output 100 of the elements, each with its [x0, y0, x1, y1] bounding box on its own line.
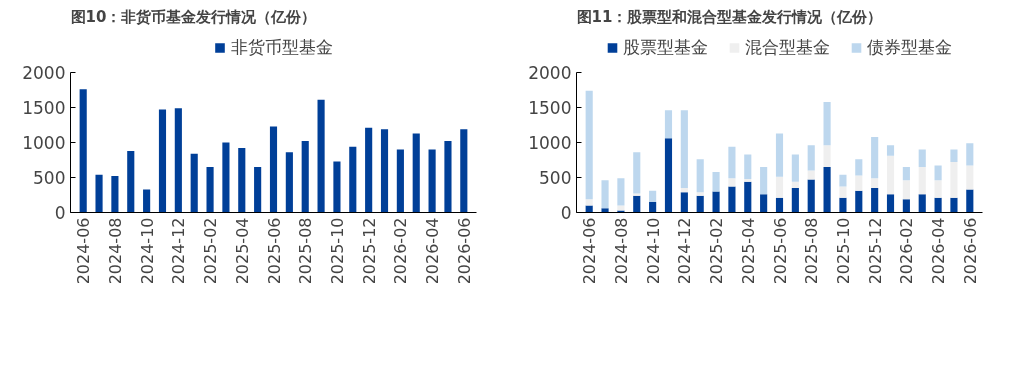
bar [696, 192, 704, 196]
bar [839, 174, 847, 187]
bar [317, 99, 325, 213]
legend-label: 债券型基金 [867, 35, 952, 59]
bar [633, 152, 641, 194]
bar [966, 189, 974, 213]
bar [760, 167, 768, 195]
x-tick-label: 2025-08 [296, 217, 316, 285]
bar [966, 143, 974, 166]
bar [775, 176, 784, 198]
legend-label: 股票型基金 [623, 35, 708, 59]
x-tick-label: 2025-06 [770, 217, 790, 285]
bar [174, 108, 182, 213]
bar [649, 202, 657, 213]
bar [871, 136, 879, 179]
bar [886, 155, 895, 195]
bar [633, 193, 641, 196]
bar [918, 194, 926, 213]
bar [839, 186, 847, 198]
bar [269, 126, 278, 213]
x-tick-label: 2024-10 [137, 217, 157, 285]
y-tick-label: 500 [33, 168, 66, 188]
bar [190, 153, 198, 213]
bar [744, 181, 752, 213]
bar [950, 149, 958, 163]
bar [333, 161, 341, 213]
bar [728, 186, 736, 213]
x-tick-label: 2025-02 [201, 217, 221, 285]
x-tick-label: 2026-02 [897, 217, 917, 285]
bar [855, 159, 863, 176]
x-tick-label: 2026-02 [391, 217, 411, 285]
x-tick-label: 2025-12 [865, 217, 885, 285]
bar [934, 180, 942, 198]
bar [775, 133, 784, 177]
x-tick-label: 2024-10 [643, 217, 663, 285]
bar [412, 133, 420, 213]
y-tick-label: 1000 [22, 133, 66, 153]
x-tick-label: 2026-06 [454, 217, 474, 285]
bar [585, 199, 593, 206]
x-tick-label: 2025-06 [264, 217, 284, 285]
bar [680, 188, 688, 193]
bar [633, 195, 641, 213]
y-tick-label: 500 [539, 168, 572, 188]
x-tick-label: 2025-08 [802, 217, 822, 285]
bar [617, 178, 625, 206]
y-tick-label: 1500 [528, 98, 572, 118]
bar [728, 146, 736, 179]
x-tick-label: 2024-06 [580, 217, 600, 285]
bar [823, 101, 831, 146]
bar [902, 180, 910, 200]
x-tick-label: 2025-04 [232, 217, 252, 285]
bar [428, 149, 436, 213]
bar [79, 89, 87, 213]
bar [871, 178, 879, 188]
bar [966, 165, 974, 190]
bar [349, 146, 357, 213]
bar [839, 197, 847, 213]
bar [775, 197, 784, 213]
bar [680, 110, 688, 188]
x-tick-label: 2024-06 [74, 217, 94, 285]
bar [791, 154, 799, 182]
y-tick-label: 0 [54, 203, 66, 223]
legend-label: 非货币型基金 [230, 35, 333, 59]
x-tick-label: 2026-06 [960, 217, 980, 285]
bar [664, 138, 673, 213]
bar [823, 167, 831, 213]
bar [823, 145, 831, 167]
bar [254, 167, 262, 213]
bar [950, 162, 958, 198]
x-tick-label: 2024-08 [105, 217, 125, 285]
bar [712, 171, 720, 192]
bar [886, 145, 895, 156]
x-tick-label: 2025-10 [833, 217, 853, 285]
bar [807, 145, 815, 171]
bar [301, 141, 309, 213]
bar [664, 110, 673, 139]
bar [127, 150, 135, 213]
bar [712, 191, 720, 213]
bar [601, 208, 609, 213]
bar [111, 176, 119, 213]
bar [158, 109, 167, 213]
bar [934, 165, 942, 181]
bar [222, 142, 230, 213]
bar [807, 179, 815, 213]
x-tick-label: 2026-04 [423, 217, 443, 285]
y-tick-label: 2000 [528, 63, 572, 83]
bar [601, 180, 609, 209]
bar [934, 197, 942, 213]
bar [696, 195, 704, 213]
chart-title: 图11：股票型和混合型基金发行情况（亿份） [576, 7, 883, 26]
bar [791, 188, 799, 213]
bar [744, 154, 752, 179]
bar [950, 197, 958, 213]
bar [396, 149, 404, 213]
bar [855, 190, 863, 213]
bar [728, 178, 736, 187]
x-tick-label: 2024-12 [675, 217, 695, 285]
bar [95, 174, 103, 213]
bar [918, 149, 926, 167]
y-tick-label: 1500 [22, 98, 66, 118]
